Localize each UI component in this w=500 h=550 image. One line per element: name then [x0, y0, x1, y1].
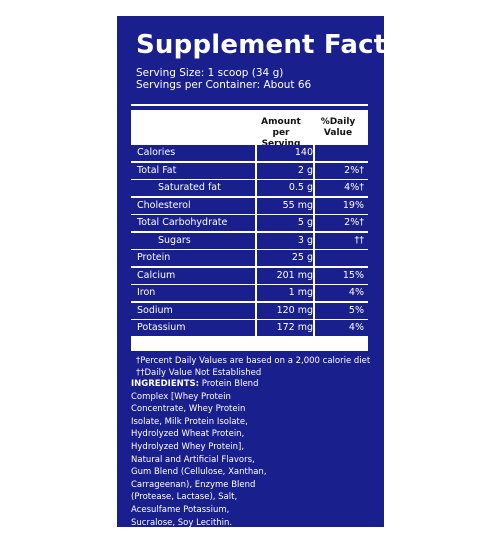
- column-divider: [255, 250, 257, 266]
- serving-info: Serving Size: 1 scoop (34 g) Servings pe…: [136, 67, 311, 91]
- nutrient-amount: 5 g: [297, 217, 313, 228]
- footnote-1: †Percent Daily Values are based on a 2,0…: [136, 356, 371, 366]
- column-divider: [313, 285, 315, 301]
- nutrient-daily-value: ††: [354, 234, 365, 246]
- column-divider: [255, 197, 257, 214]
- column-divider: [255, 145, 257, 161]
- nutrient-daily-value: 5%: [348, 304, 364, 316]
- nutrient-amount: 201 mg: [276, 269, 313, 281]
- header-daily-value: %Daily Value: [320, 117, 356, 138]
- nutrient-label: Sugars: [158, 234, 191, 246]
- table-row: Cholesterol 55 mg 19%: [131, 197, 368, 214]
- servings-per-container: Servings per Container: About 66: [136, 79, 312, 91]
- top-rule: [131, 104, 368, 106]
- nutrient-amount: 25 g: [291, 252, 313, 263]
- nutrient-daily-value: 4%: [348, 287, 364, 298]
- footnotes: †Percent Daily Values are based on a 2,0…: [136, 355, 370, 379]
- table-header: Amount per Serving %Daily Value: [131, 110, 368, 149]
- nutrient-daily-value: 4%: [348, 322, 364, 333]
- serving-size: Serving Size: 1 scoop (34 g): [136, 67, 284, 79]
- column-divider: [255, 215, 257, 231]
- nutrient-daily-value: 4%†: [344, 182, 364, 193]
- nutrient-label: Cholesterol: [137, 199, 191, 211]
- table-row: Total Fat 2 g 2%†: [131, 162, 368, 179]
- column-divider: [255, 302, 257, 319]
- nutrient-amount: 0.5 g: [288, 182, 313, 193]
- ingredients-line: Hydrolyzed Whey Protein],: [131, 441, 245, 452]
- table-row: Calcium 201 mg 15%: [131, 267, 368, 284]
- nutrient-daily-value: 2%†: [344, 164, 364, 176]
- column-divider: [313, 180, 315, 196]
- footnote-2: ††Daily Value Not Established: [136, 368, 262, 378]
- panel-title: Supplement Facts: [136, 30, 403, 60]
- nutrient-label: Sodium: [137, 304, 173, 316]
- nutrient-label: Calories: [137, 147, 176, 158]
- supplement-facts-panel: Supplement Facts Serving Size: 1 scoop (…: [117, 16, 402, 529]
- column-divider: [313, 145, 315, 161]
- nutrient-amount: 3 g: [297, 234, 313, 246]
- table-row: Total Carbohydrate 5 g 2%†: [131, 215, 368, 231]
- nutrient-label: Iron: [137, 287, 156, 298]
- table-row: Saturated fat 0.5 g 4%†: [131, 180, 368, 196]
- nutrient-amount: 172 mg: [276, 322, 313, 333]
- ingredients-line: (Protease, Lactase), Salt,: [131, 492, 238, 503]
- ingredients-line: Sucralose, Soy Lecithin.: [131, 517, 233, 528]
- column-divider: [313, 267, 315, 284]
- column-divider: [255, 162, 257, 179]
- column-divider: [255, 232, 257, 249]
- nutrient-label: Total Carbohydrate: [137, 217, 228, 228]
- nutrient-daily-value: 19%: [342, 199, 364, 211]
- column-divider: [255, 285, 257, 301]
- nutrient-amount: 1 mg: [288, 287, 313, 298]
- nutrient-amount: 2 g: [297, 164, 313, 176]
- ingredients-line: Acesulfame Potassium,: [131, 504, 230, 515]
- ingredients-line: Protein Blend: [199, 379, 259, 389]
- nutrient-amount: 120 mg: [276, 304, 313, 316]
- column-divider: [255, 320, 257, 336]
- ingredients-line: Complex [Whey Protein: [131, 391, 231, 402]
- nutrient-label: Calcium: [137, 269, 176, 281]
- ingredients-text: INGREDIENTS: Protein Blend Complex [Whey…: [131, 378, 371, 529]
- nutrient-label: Saturated fat: [158, 182, 221, 193]
- ingredients-line: Concentrate, Whey Protein: [131, 404, 246, 415]
- table-row: Calories 140: [131, 145, 368, 161]
- ingredients-line: Natural and Artificial Flavors,: [131, 454, 255, 465]
- column-divider: [255, 180, 257, 196]
- nutrient-amount: 140: [294, 147, 313, 158]
- column-divider: [313, 162, 315, 179]
- table-row: Protein 25 g: [131, 250, 368, 266]
- bottom-rule: [131, 349, 368, 351]
- ingredients-line: Isolate, Milk Protein Isolate,: [131, 416, 248, 427]
- nutrient-label: Protein: [137, 252, 171, 263]
- ingredients-line: Gum Blend (Cellulose, Xanthan,: [131, 467, 267, 478]
- column-divider: [313, 250, 315, 266]
- table-row: Sugars 3 g ††: [131, 232, 368, 249]
- column-divider: [255, 267, 257, 284]
- table-row: Iron 1 mg 4%: [131, 285, 368, 301]
- ingredients-line: Carrageenan), Enzyme Blend: [131, 479, 256, 490]
- nutrient-daily-value: 15%: [342, 269, 364, 281]
- nutrient-daily-value: 2%†: [344, 217, 364, 228]
- ingredients-heading: INGREDIENTS:: [131, 379, 200, 389]
- nutrient-label: Potassium: [137, 322, 186, 333]
- table-row: Potassium 172 mg 4%: [131, 320, 368, 336]
- nutrition-table: Amount per Serving %Daily Value Calories…: [131, 110, 368, 349]
- column-divider: [313, 197, 315, 214]
- table-row: Sodium 120 mg 5%: [131, 302, 368, 319]
- nutrient-label: Total Fat: [137, 164, 177, 176]
- ingredients-line: Hydrolyzed Wheat Protein,: [131, 429, 245, 440]
- column-divider: [313, 320, 315, 336]
- column-divider: [313, 302, 315, 319]
- column-divider: [313, 232, 315, 249]
- header-amount: Amount per Serving: [261, 117, 301, 149]
- column-divider: [313, 215, 315, 231]
- nutrient-amount: 55 mg: [282, 199, 313, 211]
